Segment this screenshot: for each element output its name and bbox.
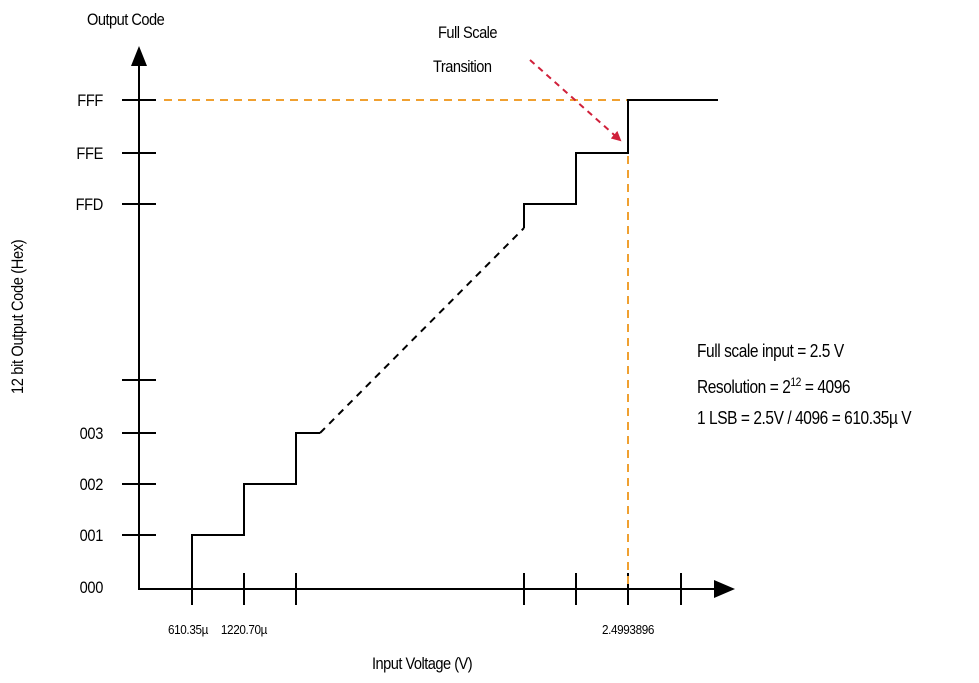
y-tick-label-003: 003	[79, 424, 104, 443]
staircase-upper	[523, 99, 718, 228]
y-tick-label-002: 002	[79, 475, 104, 494]
x-tick-label-2lsb: 1220.70µ	[220, 622, 268, 637]
note-resolution-prefix: Resolution = 2	[697, 377, 791, 397]
callout-line-2: Transition	[433, 57, 492, 76]
note-resolution: Resolution = 212 = 4096	[697, 375, 851, 398]
y-tick-label-001: 001	[79, 526, 104, 545]
x-axis-arrow-icon	[714, 580, 735, 598]
note-lsb: 1 LSB = 2.5V / 4096 = 610.35µ V	[697, 408, 912, 428]
x-tick-label-1lsb: 610.35µ	[167, 622, 208, 637]
y-axis-label: 12 bit Output Code (Hex)	[8, 239, 27, 394]
staircase-lower	[191, 432, 320, 589]
full-scale-transition-arrow	[529, 59, 622, 142]
y-axis-arrow-icon	[131, 46, 147, 66]
staircase-dashed-continuation	[319, 227, 525, 434]
x-axis-label: Input Voltage (V)	[372, 654, 473, 673]
callout-line-1: Full Scale	[438, 23, 498, 42]
y-tick-label-ffe: FFE	[76, 144, 103, 163]
y-tick-label-000: 000	[79, 578, 104, 597]
note-full-scale-input: Full scale input = 2.5 V	[697, 341, 844, 361]
y-tick-label-ffd: FFD	[75, 195, 104, 214]
note-resolution-suffix: = 4096	[801, 377, 851, 397]
y-tick-label-fff: FFF	[77, 91, 103, 110]
x-tick-label-full-scale: 2.4993896	[601, 622, 655, 637]
note-resolution-exponent: 12	[790, 375, 802, 389]
y-tick-marks	[122, 99, 156, 536]
y-axis-title: Output Code	[87, 10, 165, 29]
